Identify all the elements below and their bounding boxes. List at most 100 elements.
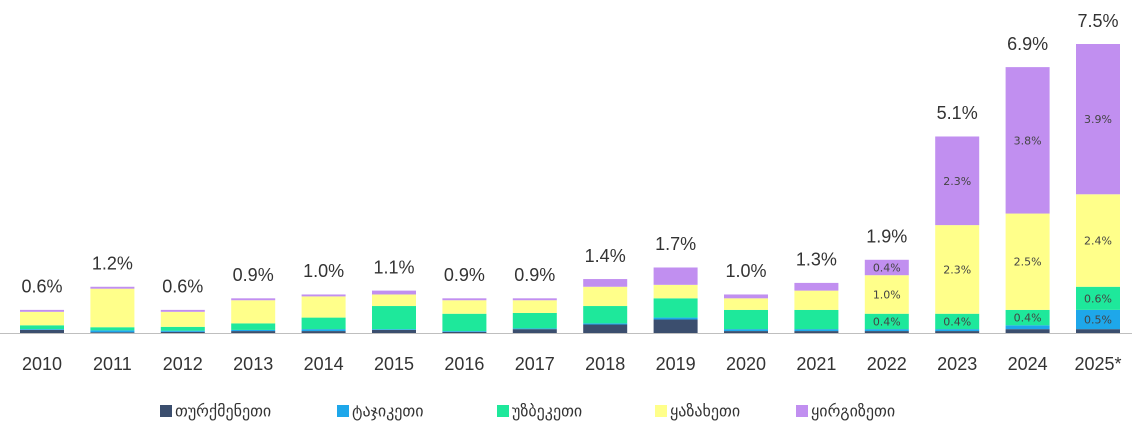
bar-segment [1005, 213, 1050, 310]
bar-segment [653, 284, 698, 299]
legend-label: თურქმენეთი [175, 402, 271, 421]
bar-segment [160, 311, 205, 327]
bar-segment [724, 331, 768, 333]
segment-label: 0.4% [1014, 312, 1042, 325]
bar-segment [512, 312, 557, 329]
bar-segment [583, 286, 628, 307]
bar-segment [90, 330, 135, 333]
bar-segment [583, 306, 628, 324]
bar-segment [1076, 194, 1120, 287]
x-tick-label: 2015 [374, 354, 414, 374]
bar-segment [1005, 325, 1050, 330]
x-tick-label: 2018 [585, 354, 625, 374]
total-label: 1.9% [866, 227, 907, 247]
bar-segment [442, 331, 487, 332]
bar-segment [724, 329, 768, 332]
bar-segment [90, 332, 135, 333]
bar-segment [442, 313, 487, 332]
bar-segment [160, 326, 205, 331]
segment-label: 1.0% [873, 288, 901, 301]
legend-swatch [160, 405, 172, 417]
bar-segment [935, 329, 980, 332]
bar-segment [90, 327, 135, 331]
bar-segment [372, 294, 416, 307]
segment-label: 2.4% [1084, 235, 1112, 248]
bar-segment [653, 319, 698, 333]
bar-segment [653, 298, 698, 318]
segment-label: 0.5% [1084, 314, 1112, 327]
legend-swatch [337, 405, 349, 417]
bar-segment [231, 329, 276, 332]
segment-label: 2.3% [943, 263, 971, 276]
bar-segment [935, 225, 980, 314]
legend-label: ტაჯიკეთი [352, 402, 424, 421]
bar-segment [231, 300, 276, 324]
bar-segment [935, 136, 980, 226]
segment-label: 2.5% [1014, 256, 1042, 269]
bar-segment [301, 331, 346, 333]
x-tick-label: 2019 [656, 354, 696, 374]
total-label: 1.7% [655, 234, 696, 254]
bar-segment [864, 329, 909, 332]
bar-segment [301, 294, 346, 297]
x-tick-label: 2023 [937, 354, 977, 374]
bar-segment [512, 300, 557, 313]
total-label: 1.4% [585, 246, 626, 266]
x-tick-label: 2011 [93, 354, 132, 374]
segment-label: 0.4% [873, 261, 901, 274]
bar-segment [794, 329, 839, 332]
bar-segment [1005, 329, 1050, 333]
total-label: 6.9% [1007, 34, 1048, 54]
bar-segment [20, 329, 64, 333]
total-label: 1.0% [303, 261, 344, 281]
total-label: 1.0% [725, 261, 766, 281]
bar-segment [372, 329, 416, 330]
segment-label: 3.8% [1014, 134, 1042, 147]
bar-segment [372, 306, 416, 330]
bar-segment [301, 317, 346, 330]
total-label: 0.9% [444, 265, 485, 285]
bar-segment [1005, 309, 1050, 326]
bar-segment [442, 298, 487, 301]
bar-segment [160, 309, 205, 312]
bar-segment [794, 290, 839, 310]
bar-segment [442, 300, 487, 314]
x-tick-label: 2020 [726, 354, 766, 374]
legend-label: უზბეკეთი [512, 402, 582, 421]
bar-segment [20, 325, 64, 330]
bar-segment [864, 275, 909, 314]
bar-segment [160, 331, 205, 333]
bar-segment [231, 323, 276, 330]
bar-segment [864, 259, 909, 276]
bar-segment [864, 313, 909, 330]
bar-segment [653, 317, 698, 320]
bar-segment [724, 298, 768, 310]
bar-segment [583, 324, 628, 333]
bar-segment [1005, 67, 1050, 214]
total-label: 1.2% [92, 254, 133, 274]
bar-segment [935, 313, 980, 330]
bar-segment [90, 288, 135, 328]
bar-segment [301, 329, 346, 332]
bar-segment [935, 331, 980, 333]
segment-label: 0.4% [873, 315, 901, 328]
bar-segment [20, 309, 64, 312]
total-label: 1.1% [373, 257, 414, 277]
x-tick-label: 2016 [444, 354, 484, 374]
total-label: 7.5% [1077, 11, 1118, 31]
bar-segment [794, 282, 839, 291]
segment-label: 2.3% [943, 175, 971, 188]
bar-segment [1076, 44, 1120, 195]
bar-segment [1076, 309, 1120, 330]
bar-segment [372, 329, 416, 333]
bar-segment [653, 267, 698, 285]
bar-segment [724, 294, 768, 299]
bar-segment [512, 329, 557, 333]
legend-swatch [796, 405, 808, 417]
x-tick-label: 2017 [515, 354, 555, 374]
legend-label: ყირგიზეთი [811, 402, 895, 421]
x-tick-label: 2014 [304, 354, 344, 374]
x-tick-label: 2024 [1008, 354, 1048, 374]
legend-label: ყაზახეთი [670, 402, 740, 421]
